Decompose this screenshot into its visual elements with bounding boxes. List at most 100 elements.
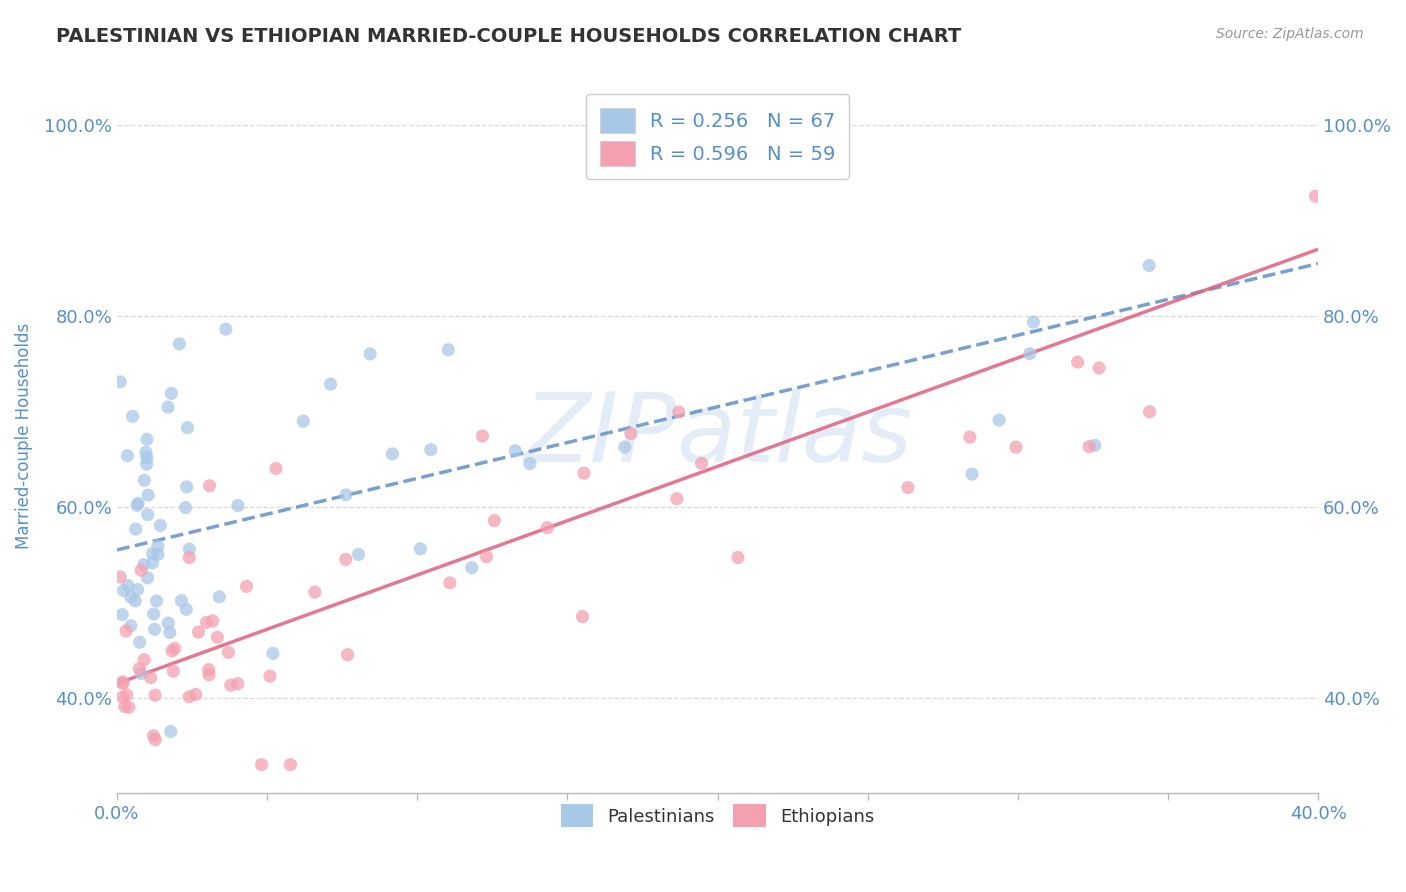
Point <box>207 630 229 644</box>
Point <box>519 457 541 471</box>
Point <box>146 539 169 553</box>
Point <box>160 386 183 401</box>
Point <box>419 442 441 457</box>
Point <box>960 467 983 482</box>
Point <box>128 635 150 649</box>
Point <box>143 732 166 747</box>
Point <box>159 625 181 640</box>
Point <box>128 662 150 676</box>
Point <box>127 582 149 597</box>
Point <box>897 481 920 495</box>
Point <box>111 607 134 622</box>
Point <box>198 667 221 681</box>
Point <box>259 669 281 683</box>
Point <box>111 690 134 705</box>
Point <box>1088 361 1111 376</box>
Point <box>665 491 688 506</box>
Point <box>135 457 157 471</box>
Point <box>117 449 139 463</box>
Point <box>201 614 224 628</box>
Point <box>1022 315 1045 329</box>
Point <box>179 550 201 565</box>
Point <box>409 541 432 556</box>
Point <box>197 663 219 677</box>
Point <box>195 615 218 630</box>
Point <box>1005 440 1028 454</box>
Point <box>136 571 159 585</box>
Point <box>149 518 172 533</box>
Point <box>184 687 207 701</box>
Point <box>215 322 238 336</box>
Point <box>217 645 239 659</box>
Point <box>111 675 134 690</box>
Point <box>121 409 143 424</box>
Point <box>988 413 1011 427</box>
Point <box>112 583 135 598</box>
Point <box>129 563 152 577</box>
Point <box>145 594 167 608</box>
Point <box>176 480 198 494</box>
Point <box>235 579 257 593</box>
Point <box>198 479 221 493</box>
Point <box>134 653 156 667</box>
Point <box>620 426 643 441</box>
Point <box>304 585 326 599</box>
Point <box>143 622 166 636</box>
Point <box>475 549 498 564</box>
Point <box>439 575 461 590</box>
Point <box>143 688 166 702</box>
Point <box>381 447 404 461</box>
Point <box>146 547 169 561</box>
Point <box>536 521 558 535</box>
Point <box>613 440 636 454</box>
Point <box>110 570 132 584</box>
Point <box>471 429 494 443</box>
Point <box>115 624 138 638</box>
Point <box>120 590 142 604</box>
Point <box>110 375 132 389</box>
Point <box>1305 189 1327 203</box>
Point <box>226 676 249 690</box>
Point <box>219 678 242 692</box>
Point <box>959 430 981 444</box>
Point <box>1066 355 1088 369</box>
Point <box>114 699 136 714</box>
Point <box>125 522 148 536</box>
Text: Source: ZipAtlas.com: Source: ZipAtlas.com <box>1216 27 1364 41</box>
Point <box>163 641 186 656</box>
Point <box>169 337 191 351</box>
Point <box>1078 440 1101 454</box>
Point <box>208 590 231 604</box>
Point <box>280 757 302 772</box>
Point <box>115 688 138 702</box>
Text: ZIPatlas: ZIPatlas <box>523 389 912 482</box>
Y-axis label: Married-couple Households: Married-couple Households <box>15 322 32 549</box>
Point <box>179 690 201 704</box>
Point <box>336 648 359 662</box>
Point <box>136 508 159 522</box>
Point <box>1018 347 1040 361</box>
Point <box>174 500 197 515</box>
Point <box>132 558 155 572</box>
Point <box>127 499 149 513</box>
Point <box>727 550 749 565</box>
Point <box>142 607 165 621</box>
Point <box>160 724 183 739</box>
Point <box>335 552 357 566</box>
Point <box>176 420 198 434</box>
Point <box>174 602 197 616</box>
Point <box>139 671 162 685</box>
Point <box>129 666 152 681</box>
Legend: Palestinians, Ethiopians: Palestinians, Ethiopians <box>554 797 882 834</box>
Point <box>156 400 179 414</box>
Point <box>142 729 165 743</box>
Point <box>250 757 273 772</box>
Point <box>120 619 142 633</box>
Point <box>460 560 482 574</box>
Point <box>668 405 690 419</box>
Point <box>179 542 201 557</box>
Point <box>690 456 713 470</box>
Point <box>141 556 163 570</box>
Point <box>142 547 165 561</box>
Point <box>335 488 357 502</box>
